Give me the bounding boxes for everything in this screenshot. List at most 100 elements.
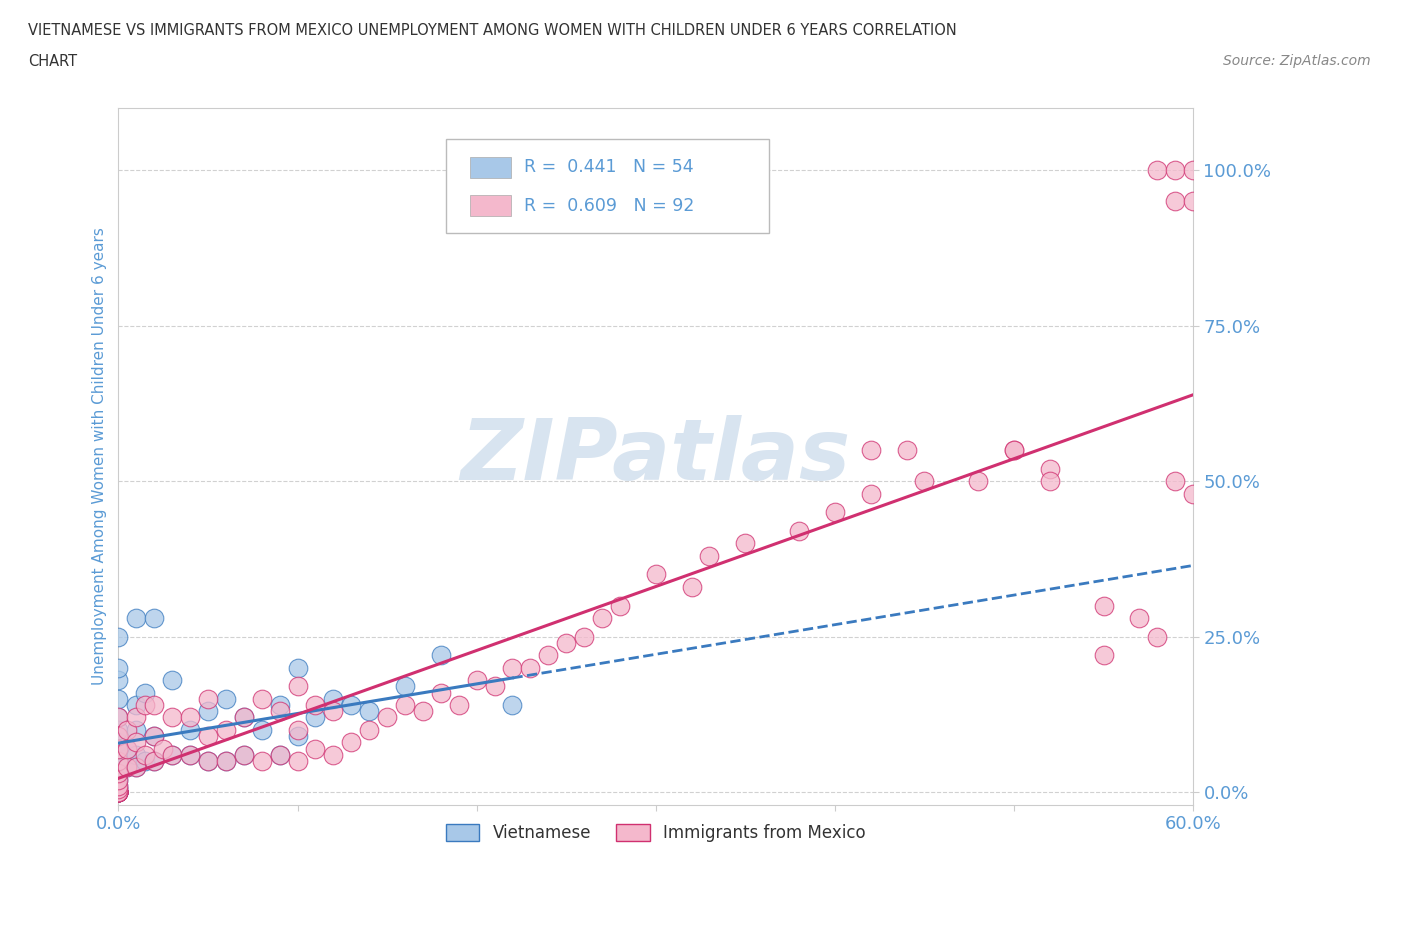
- Point: [134, 748, 156, 763]
- Point: [787, 524, 810, 538]
- Point: [107, 741, 129, 756]
- Point: [340, 735, 363, 750]
- Point: [107, 630, 129, 644]
- Point: [107, 785, 129, 800]
- Point: [287, 723, 309, 737]
- Point: [340, 698, 363, 712]
- Point: [1002, 443, 1025, 458]
- Point: [143, 698, 166, 712]
- Point: [375, 710, 398, 724]
- Point: [359, 704, 381, 719]
- Text: ZIPatlas: ZIPatlas: [461, 415, 851, 498]
- Point: [107, 753, 129, 768]
- Text: R =  0.609   N = 92: R = 0.609 N = 92: [523, 196, 695, 215]
- Point: [152, 741, 174, 756]
- Point: [967, 473, 990, 488]
- Point: [134, 753, 156, 768]
- Point: [912, 473, 935, 488]
- Point: [143, 729, 166, 744]
- Point: [1002, 443, 1025, 458]
- Point: [232, 710, 254, 724]
- Point: [160, 748, 183, 763]
- Point: [107, 785, 129, 800]
- Point: [160, 710, 183, 724]
- Point: [143, 753, 166, 768]
- Point: [134, 698, 156, 712]
- Point: [287, 753, 309, 768]
- Point: [117, 760, 139, 775]
- Point: [1146, 163, 1168, 178]
- Point: [215, 723, 238, 737]
- Point: [107, 660, 129, 675]
- Point: [107, 778, 129, 793]
- Point: [125, 760, 148, 775]
- Point: [269, 748, 291, 763]
- Point: [359, 723, 381, 737]
- Point: [143, 729, 166, 744]
- Point: [107, 781, 129, 796]
- Point: [179, 748, 201, 763]
- Point: [304, 741, 326, 756]
- Point: [134, 685, 156, 700]
- Point: [107, 772, 129, 787]
- Point: [107, 710, 129, 724]
- Point: [125, 735, 148, 750]
- Point: [322, 704, 344, 719]
- Point: [117, 741, 139, 756]
- Point: [1182, 193, 1205, 208]
- Point: [107, 710, 129, 724]
- Point: [107, 766, 129, 781]
- Point: [304, 698, 326, 712]
- Point: [125, 710, 148, 724]
- Point: [107, 785, 129, 800]
- Point: [644, 567, 666, 582]
- Point: [107, 785, 129, 800]
- Point: [572, 630, 595, 644]
- Point: [501, 698, 523, 712]
- Point: [107, 785, 129, 800]
- Point: [179, 748, 201, 763]
- Point: [465, 672, 488, 687]
- Point: [232, 710, 254, 724]
- Point: [859, 443, 882, 458]
- Point: [107, 785, 129, 800]
- Point: [322, 691, 344, 706]
- Point: [1182, 163, 1205, 178]
- Point: [107, 785, 129, 800]
- Point: [107, 785, 129, 800]
- Point: [1182, 486, 1205, 501]
- Point: [107, 785, 129, 800]
- Point: [1146, 630, 1168, 644]
- Point: [1164, 193, 1187, 208]
- Point: [160, 672, 183, 687]
- Point: [1164, 473, 1187, 488]
- Point: [232, 748, 254, 763]
- Point: [107, 766, 129, 781]
- Point: [412, 704, 434, 719]
- Point: [269, 704, 291, 719]
- Point: [250, 691, 273, 706]
- Point: [107, 735, 129, 750]
- Point: [699, 549, 721, 564]
- Point: [1092, 648, 1115, 663]
- Point: [125, 610, 148, 625]
- Point: [269, 698, 291, 712]
- Point: [394, 679, 416, 694]
- Point: [107, 723, 129, 737]
- Point: [125, 748, 148, 763]
- Point: [143, 610, 166, 625]
- Text: R =  0.441   N = 54: R = 0.441 N = 54: [523, 158, 693, 176]
- Point: [215, 753, 238, 768]
- Point: [232, 748, 254, 763]
- Point: [1128, 610, 1150, 625]
- Point: [1039, 473, 1062, 488]
- Text: VIETNAMESE VS IMMIGRANTS FROM MEXICO UNEMPLOYMENT AMONG WOMEN WITH CHILDREN UNDE: VIETNAMESE VS IMMIGRANTS FROM MEXICO UNE…: [28, 23, 957, 38]
- Point: [537, 648, 560, 663]
- Point: [287, 679, 309, 694]
- Point: [447, 698, 470, 712]
- Point: [107, 785, 129, 800]
- Point: [215, 691, 238, 706]
- Point: [519, 660, 541, 675]
- Point: [125, 760, 148, 775]
- FancyBboxPatch shape: [470, 195, 510, 216]
